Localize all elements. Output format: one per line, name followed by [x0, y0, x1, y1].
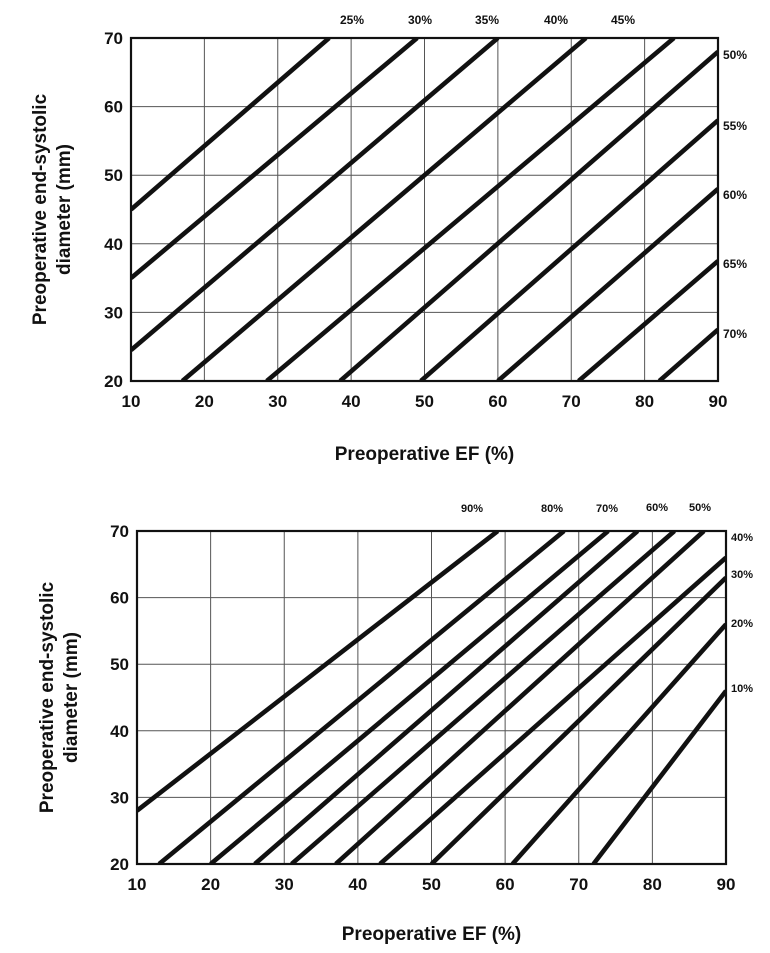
- x-tick-label: 30: [275, 875, 294, 894]
- y-axis-title-line1: Preoperative end-systolic: [37, 581, 58, 813]
- y-tick-label: 60: [104, 98, 123, 117]
- x-tick-label: 10: [122, 392, 141, 411]
- series-line: [131, 38, 331, 212]
- y-axis-title-line1: Preoperative end-systolic: [30, 93, 51, 325]
- y-axis-title-line2: diameter (mm): [54, 144, 75, 275]
- series-label: 20%: [731, 618, 753, 630]
- series-line: [131, 38, 419, 280]
- series-label: 35%: [475, 13, 499, 27]
- series-label: 90%: [461, 503, 483, 515]
- x-tick-label: 20: [201, 875, 220, 894]
- series-line: [591, 689, 726, 864]
- series-label: 45%: [611, 13, 635, 27]
- y-tick-label: 40: [110, 722, 129, 741]
- series-line: [137, 531, 500, 813]
- series-line: [378, 555, 726, 864]
- series-group: [137, 531, 726, 864]
- y-tick-label: 20: [110, 855, 129, 874]
- chart-panel-bottom: 90% 80% 70% 60% 50%40%30%20%10%10 20 30 40 50 60 7…: [37, 502, 753, 945]
- series-label: 80%: [541, 503, 563, 515]
- x-tick-label: 10: [128, 875, 147, 894]
- series-line: [510, 622, 726, 864]
- plot-frame: [135, 529, 728, 866]
- x-tick-label: 40: [348, 875, 367, 894]
- series-line: [577, 259, 718, 381]
- series-line: [209, 531, 610, 864]
- y-axis-title-line2: diameter (mm): [61, 632, 82, 763]
- y-tick-label: 60: [110, 589, 129, 608]
- series-label: 70%: [723, 327, 747, 341]
- series-label: 40%: [544, 13, 568, 27]
- series-line: [180, 38, 588, 381]
- series-line: [657, 327, 718, 381]
- series-label: 70%: [596, 503, 618, 515]
- plot-frame: [129, 36, 720, 383]
- y-tick-label: 70: [110, 522, 129, 541]
- series-line: [338, 49, 718, 381]
- series-line: [496, 187, 718, 381]
- series-line: [157, 531, 566, 864]
- x-tick-label: 40: [342, 392, 361, 411]
- x-tick-label: 50: [422, 875, 441, 894]
- series-line: [334, 531, 706, 864]
- chart-panel-top: 25% 30% 35% 40% 45%50%55%60%65%70%10 20 30 40 50…: [30, 13, 747, 465]
- y-tick-label: 40: [104, 235, 123, 254]
- series-label: 65%: [723, 257, 747, 271]
- series-line: [265, 38, 676, 381]
- x-tick-label: 20: [195, 392, 214, 411]
- x-tick-label: 50: [415, 392, 434, 411]
- series-line: [253, 531, 640, 864]
- y-tick-label: 70: [104, 29, 123, 48]
- y-axis-title: Preoperative end-systolic diameter (mm): [30, 93, 75, 325]
- y-tick-label: 20: [104, 372, 123, 391]
- y-axis-title: Preoperative end-systolic diameter (mm): [37, 581, 82, 813]
- x-tick-label: 90: [709, 392, 728, 411]
- series-line: [290, 531, 676, 864]
- series-label: 60%: [646, 502, 668, 514]
- x-tick-label: 30: [268, 392, 287, 411]
- series-group: [131, 38, 718, 381]
- series-label: 50%: [723, 48, 747, 62]
- x-tick-label: 90: [717, 875, 736, 894]
- x-tick-label: 80: [643, 875, 662, 894]
- series-line: [419, 118, 718, 381]
- x-tick-label: 60: [496, 875, 515, 894]
- x-tick-label: 70: [569, 875, 588, 894]
- series-line: [131, 38, 500, 352]
- y-tick-label: 30: [110, 788, 129, 807]
- x-tick-label: 60: [488, 392, 507, 411]
- y-tick-label: 50: [104, 166, 123, 185]
- y-tick-label: 50: [110, 655, 129, 674]
- x-axis-title: Preoperative EF (%): [335, 444, 515, 465]
- series-label: 60%: [723, 188, 747, 202]
- series-label: 10%: [731, 683, 753, 695]
- series-label: 25%: [340, 13, 364, 27]
- series-label: 55%: [723, 119, 747, 133]
- series-label: 30%: [408, 13, 432, 27]
- x-tick-label: 70: [562, 392, 581, 411]
- x-tick-label: 80: [635, 392, 654, 411]
- x-axis-title: Preoperative EF (%): [342, 924, 522, 945]
- series-label: 40%: [731, 532, 753, 544]
- series-label: 30%: [731, 569, 753, 581]
- series-line: [429, 575, 726, 864]
- y-tick-label: 30: [104, 303, 123, 322]
- series-label: 50%: [689, 502, 711, 514]
